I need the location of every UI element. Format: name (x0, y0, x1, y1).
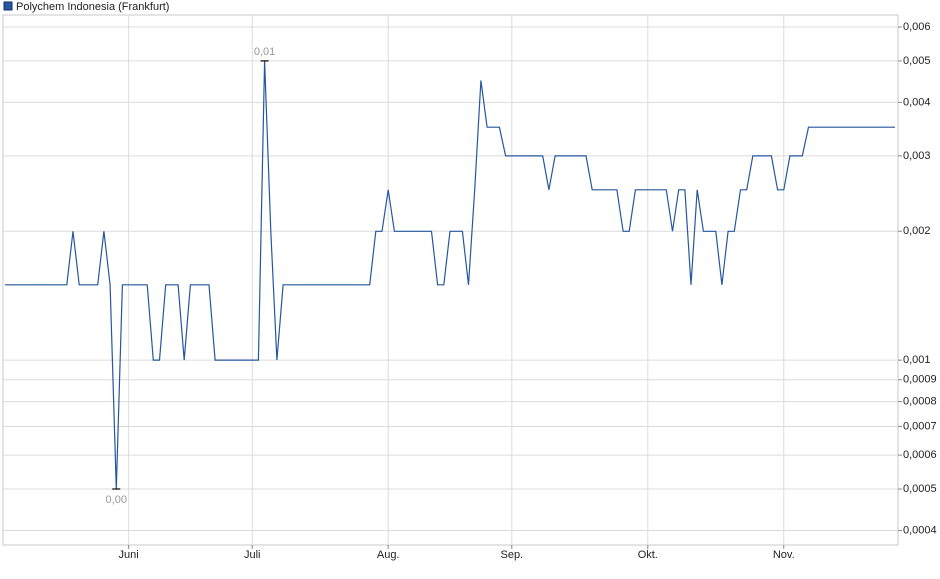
price-line (5, 60, 895, 490)
x-tick-label: Sep. (500, 549, 523, 561)
y-tick-label: 0,0008 (903, 396, 937, 408)
legend-label: Polychem Indonesia (Frankfurt) (16, 1, 169, 13)
x-tick-label: Juni (119, 549, 139, 561)
plot-area (2, 14, 899, 546)
x-tick-label: Aug. (377, 549, 400, 561)
y-tick-label: 0,005 (903, 55, 931, 67)
y-tick-label: 0,0007 (903, 420, 937, 432)
value-label: 0,00 (106, 494, 127, 506)
x-tick-label: Juli (244, 549, 261, 561)
value-label: 0,01 (254, 46, 275, 58)
y-tick-label: 0,0009 (903, 374, 937, 386)
y-tick-label: 0,001 (903, 354, 931, 366)
y-tick-label: 0,006 (903, 21, 931, 33)
y-tick-label: 0,003 (903, 150, 931, 162)
y-tick-label: 0,004 (903, 96, 931, 108)
y-tick-label: 0,0006 (903, 449, 937, 461)
legend-swatch (3, 1, 13, 11)
y-tick-label: 0,0005 (903, 483, 937, 495)
x-tick-label: Okt. (638, 549, 658, 561)
x-tick-label: Nov. (773, 549, 795, 561)
y-tick-label: 0,0004 (903, 524, 937, 536)
y-tick-label: 0,002 (903, 225, 931, 237)
